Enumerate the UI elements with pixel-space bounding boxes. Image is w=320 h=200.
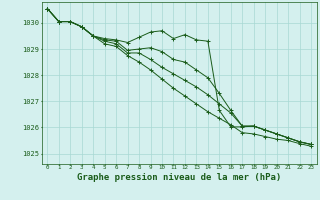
X-axis label: Graphe pression niveau de la mer (hPa): Graphe pression niveau de la mer (hPa): [77, 173, 281, 182]
